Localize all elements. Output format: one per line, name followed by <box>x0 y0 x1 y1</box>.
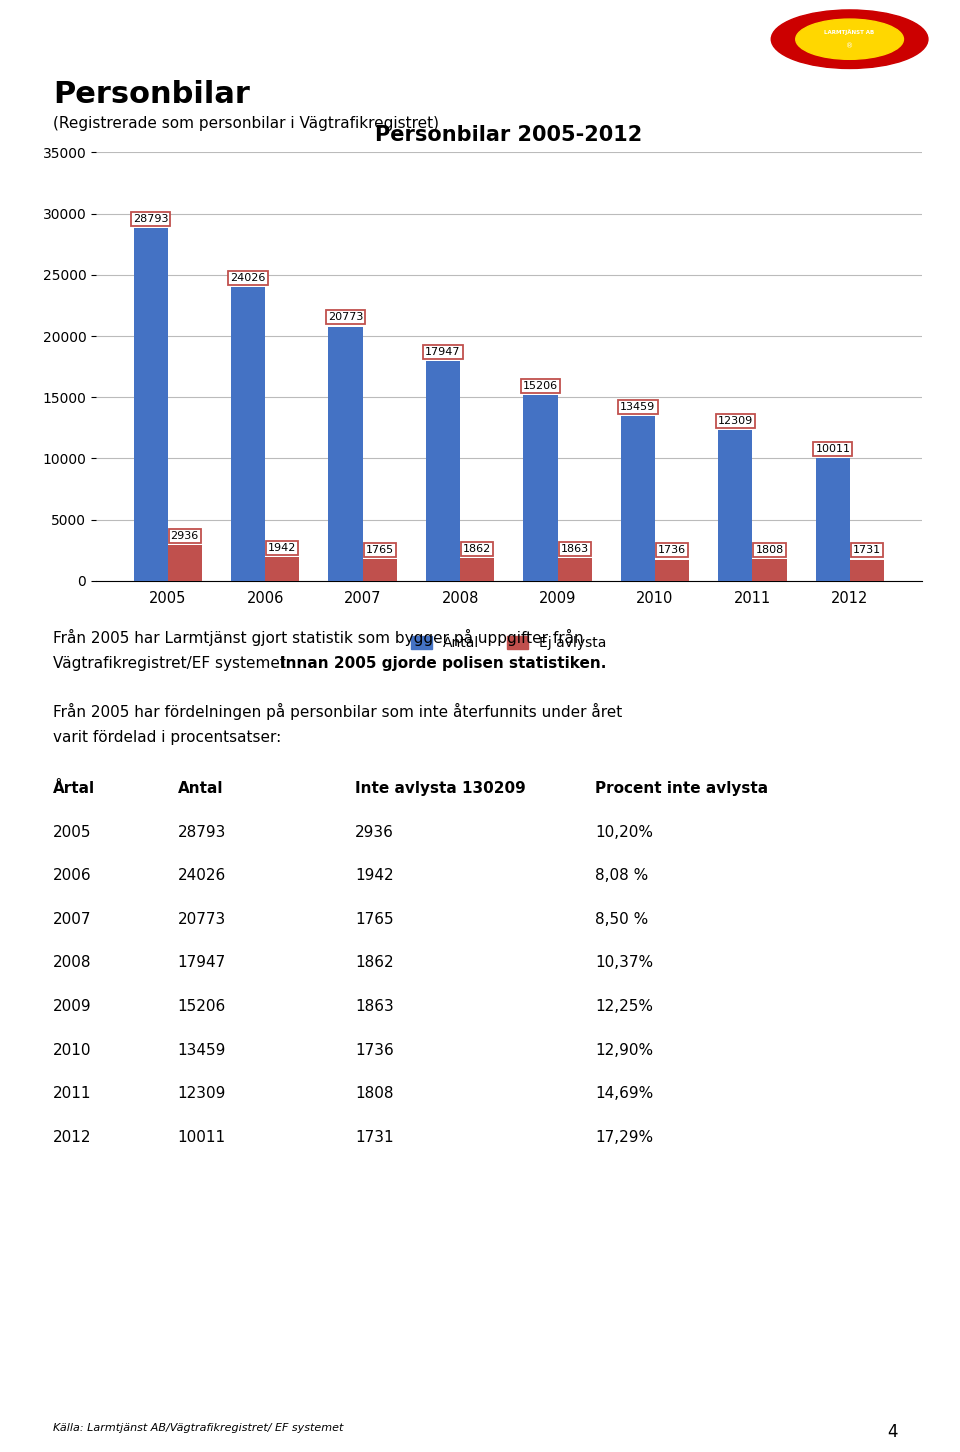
Text: 24026: 24026 <box>230 273 266 283</box>
Text: 28793: 28793 <box>132 215 168 224</box>
Text: 2008: 2008 <box>53 955 91 970</box>
Text: 14,69%: 14,69% <box>595 1086 654 1101</box>
Bar <box>426 362 460 581</box>
Text: 4: 4 <box>888 1423 898 1440</box>
Text: 10011: 10011 <box>815 444 851 454</box>
Text: 13459: 13459 <box>178 1043 226 1057</box>
Legend: Antal, Ej avlysta: Antal, Ej avlysta <box>405 630 612 656</box>
Text: 1863: 1863 <box>561 544 588 553</box>
Bar <box>621 417 655 581</box>
Text: 12,90%: 12,90% <box>595 1043 654 1057</box>
Text: 17,29%: 17,29% <box>595 1130 654 1144</box>
Text: 1736: 1736 <box>658 546 686 555</box>
Bar <box>558 558 591 581</box>
Bar <box>363 559 396 581</box>
Text: 8,50 %: 8,50 % <box>595 912 648 926</box>
Text: 2006: 2006 <box>53 868 91 883</box>
Text: Från 2005 har fördelningen på personbilar som inte återfunnits under året: Från 2005 har fördelningen på personbila… <box>53 703 622 720</box>
Bar <box>168 544 202 581</box>
Text: 2936: 2936 <box>355 825 394 839</box>
Bar <box>133 228 168 581</box>
Text: Procent inte avlysta: Procent inte avlysta <box>595 781 768 796</box>
Text: 1862: 1862 <box>463 544 492 553</box>
Text: 1765: 1765 <box>366 544 394 555</box>
Bar <box>231 286 265 581</box>
Text: 1808: 1808 <box>756 544 783 555</box>
Text: Från 2005 har Larmtjänst gjort statistik som bygger på uppgifter från: Från 2005 har Larmtjänst gjort statistik… <box>53 629 584 646</box>
Text: (Registrerade som personbilar i Vägtrafikregistret): (Registrerade som personbilar i Vägtrafi… <box>53 116 439 131</box>
Text: 20773: 20773 <box>328 312 363 322</box>
Bar <box>850 559 884 581</box>
Text: 8,08 %: 8,08 % <box>595 868 648 883</box>
Text: 2005: 2005 <box>53 825 91 839</box>
Text: 2007: 2007 <box>53 912 91 926</box>
Text: 12309: 12309 <box>178 1086 226 1101</box>
Text: 15206: 15206 <box>178 999 226 1013</box>
Text: 1736: 1736 <box>355 1043 394 1057</box>
Text: 1863: 1863 <box>355 999 394 1013</box>
Bar <box>523 395 558 581</box>
Text: 1942: 1942 <box>268 543 297 553</box>
Text: 2010: 2010 <box>53 1043 91 1057</box>
Text: Källa: Larmtjänst AB/Vägtrafikregistret/ EF systemet: Källa: Larmtjänst AB/Vägtrafikregistret/… <box>53 1423 343 1433</box>
Text: 2009: 2009 <box>53 999 91 1013</box>
Text: 13459: 13459 <box>620 402 656 412</box>
Text: 20773: 20773 <box>178 912 226 926</box>
Text: 1942: 1942 <box>355 868 394 883</box>
Text: 1765: 1765 <box>355 912 394 926</box>
Text: 2012: 2012 <box>53 1130 91 1144</box>
Bar <box>328 327 363 581</box>
Text: 1731: 1731 <box>355 1130 394 1144</box>
Bar <box>816 459 850 581</box>
Bar <box>460 558 494 581</box>
Text: Årtal: Årtal <box>53 781 95 796</box>
Text: 12,25%: 12,25% <box>595 999 653 1013</box>
Bar <box>718 430 753 581</box>
Text: 10,37%: 10,37% <box>595 955 654 970</box>
Text: 10011: 10011 <box>178 1130 226 1144</box>
Text: 2011: 2011 <box>53 1086 91 1101</box>
Text: 1731: 1731 <box>852 546 881 556</box>
Text: 24026: 24026 <box>178 868 226 883</box>
Text: Innan 2005 gjorde polisen statistiken.: Innan 2005 gjorde polisen statistiken. <box>280 656 607 671</box>
Text: Vägtrafikregistret/EF systemet.: Vägtrafikregistret/EF systemet. <box>53 656 296 671</box>
Text: Personbilar: Personbilar <box>53 80 250 109</box>
Circle shape <box>771 10 928 68</box>
Text: ®: ® <box>846 44 853 49</box>
Text: 17947: 17947 <box>178 955 226 970</box>
Text: 17947: 17947 <box>425 347 461 357</box>
Text: 2936: 2936 <box>171 530 199 540</box>
Text: Antal: Antal <box>178 781 223 796</box>
Text: 12309: 12309 <box>718 415 753 425</box>
Text: LARMTJÄNST AB: LARMTJÄNST AB <box>825 29 875 35</box>
Text: 1808: 1808 <box>355 1086 394 1101</box>
Text: 15206: 15206 <box>523 380 558 391</box>
Text: 28793: 28793 <box>178 825 226 839</box>
Text: varit fördelad i procentsatser:: varit fördelad i procentsatser: <box>53 730 281 745</box>
Circle shape <box>796 19 903 60</box>
Bar <box>753 559 786 581</box>
Title: Personbilar 2005-2012: Personbilar 2005-2012 <box>375 125 642 145</box>
Bar <box>655 559 689 581</box>
Bar <box>265 558 300 581</box>
Text: 10,20%: 10,20% <box>595 825 653 839</box>
Text: 1862: 1862 <box>355 955 394 970</box>
Text: Inte avlysta 130209: Inte avlysta 130209 <box>355 781 526 796</box>
